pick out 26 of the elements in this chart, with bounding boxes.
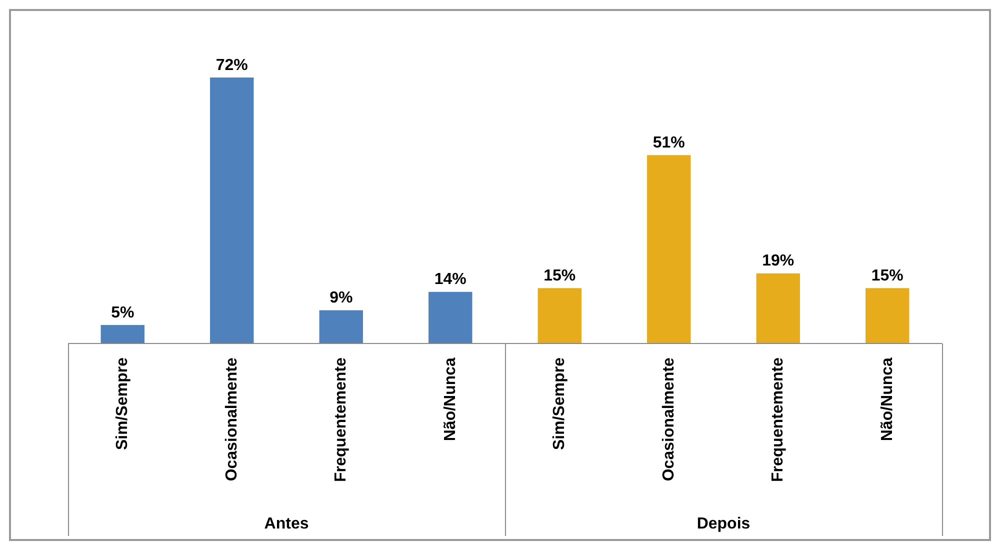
x-tick-label: Frequentemente <box>332 357 350 482</box>
x-tick-label: Não/Nunca <box>878 357 896 442</box>
x-tick-label: Ocasionalmente <box>223 357 240 482</box>
x-tick-label: Ocasionalmente <box>660 357 678 482</box>
bar <box>210 78 254 344</box>
bar <box>428 292 472 344</box>
x-tick-label: Não/Nunca <box>442 357 459 442</box>
data-label: 19% <box>762 252 794 270</box>
x-tick-label: Sim/Sempre <box>114 357 132 450</box>
text: Antes <box>264 515 309 532</box>
data-label: 51% <box>652 134 685 152</box>
data-label: 14% <box>434 271 466 288</box>
bar <box>319 310 363 344</box>
data-label: 72% <box>216 56 248 74</box>
x-tick-label: Sim/Sempre <box>551 357 568 450</box>
bar <box>866 288 910 344</box>
bar <box>756 273 800 344</box>
bar <box>647 155 691 344</box>
data-label: 15% <box>544 268 576 285</box>
bar <box>538 288 582 344</box>
data-label: 9% <box>330 290 353 307</box>
bar <box>100 325 144 344</box>
data-label: 5% <box>111 304 134 322</box>
x-tick-label: Frequentemente <box>770 357 787 482</box>
data-label: 15% <box>871 268 904 285</box>
text: Depois <box>696 515 750 532</box>
